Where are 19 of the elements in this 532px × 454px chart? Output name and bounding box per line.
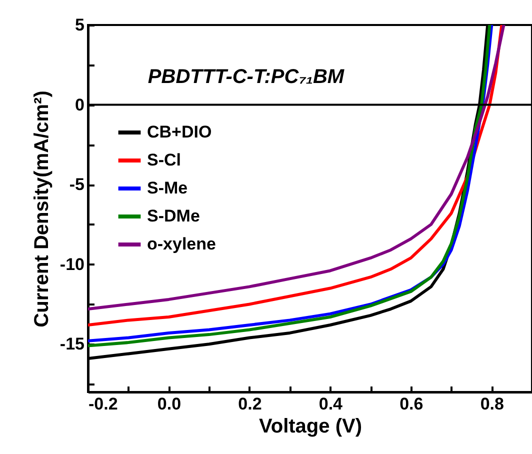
x-tick-label: 0.4 xyxy=(318,394,344,414)
y-tick-label: -5 xyxy=(69,175,84,194)
y-tick-label: 5 xyxy=(75,16,84,34)
legend-label: S-Cl xyxy=(147,150,181,170)
y-tick-label: 0 xyxy=(75,95,84,114)
text: PBDTTT-C-T:PC₇₁BM xyxy=(148,66,346,88)
y-tick-label: -15 xyxy=(60,334,84,354)
y-tick-label: -10 xyxy=(60,254,84,274)
x-tick-label: 0.8 xyxy=(480,394,504,414)
x-tick-label: 0.6 xyxy=(400,394,424,414)
x-tick-label: 0.0 xyxy=(157,394,182,414)
legend-label: CB+DIO xyxy=(147,122,212,142)
x-tick-label: 0.2 xyxy=(238,394,262,414)
legend-label: S-Me xyxy=(147,178,188,198)
x-axis-title: Voltage (V) xyxy=(259,416,362,438)
x-tick-label: -0.2 xyxy=(88,394,118,414)
y-axis-title: Current Density(mA/cm²) xyxy=(30,90,53,328)
legend-label: o-xylene xyxy=(147,234,216,254)
legend-label: S-DMe xyxy=(147,206,200,226)
